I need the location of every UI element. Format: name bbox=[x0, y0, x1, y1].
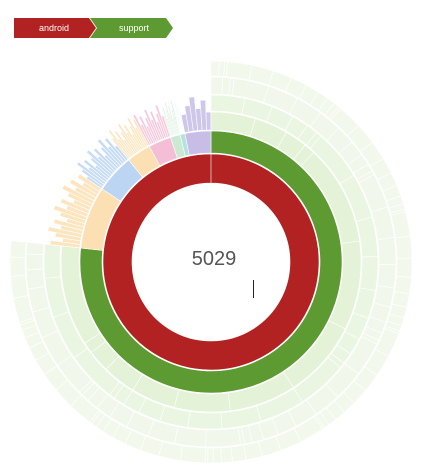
android-arc[interactable] bbox=[102, 153, 320, 371]
support-descendant-arc[interactable] bbox=[25, 268, 46, 290]
support-descendant-arc[interactable] bbox=[9, 240, 27, 258]
support-descendant-arc[interactable] bbox=[243, 441, 263, 461]
android-grandchild-arc[interactable] bbox=[132, 118, 150, 147]
android-grandchild-arc[interactable] bbox=[160, 115, 171, 138]
support-descendant-arc[interactable] bbox=[230, 444, 247, 463]
breadcrumb-trail bbox=[14, 18, 173, 38]
support-descendant-arc[interactable] bbox=[220, 446, 233, 464]
support-descendant-arc[interactable] bbox=[210, 60, 220, 77]
support-descendant-arc[interactable] bbox=[187, 411, 223, 430]
android-child-arc[interactable] bbox=[170, 134, 186, 159]
support-descendant-arc[interactable] bbox=[10, 274, 29, 299]
breadcrumb-support-shape[interactable] bbox=[90, 18, 173, 38]
breadcrumb: android support bbox=[14, 18, 184, 39]
support-descendant-arc[interactable] bbox=[179, 445, 206, 464]
android-grandchild-arc[interactable] bbox=[170, 100, 181, 135]
android-grandchild-arc[interactable] bbox=[114, 144, 129, 162]
support-descendant-arc[interactable] bbox=[60, 245, 101, 344]
android-child-arc[interactable] bbox=[148, 137, 178, 167]
support-descendant-arc[interactable] bbox=[43, 243, 62, 279]
support-descendant-arc[interactable] bbox=[207, 447, 214, 464]
support-descendant-arc[interactable] bbox=[210, 76, 224, 95]
breadcrumb-android-shape[interactable] bbox=[14, 18, 96, 38]
support-descendant-arc[interactable] bbox=[210, 94, 246, 115]
support-descendant-arc[interactable] bbox=[25, 241, 45, 256]
android-child-arc[interactable] bbox=[80, 188, 121, 251]
android-child-arc[interactable] bbox=[101, 159, 144, 202]
support-descendant-arc[interactable] bbox=[174, 426, 207, 448]
text-cursor bbox=[253, 280, 254, 298]
center-total-value: 5029 bbox=[191, 248, 237, 270]
android-grandchild-arc[interactable] bbox=[77, 173, 102, 192]
support-descendant-arc[interactable] bbox=[225, 61, 253, 81]
breadcrumb-item-support[interactable]: support bbox=[118, 23, 150, 33]
android-child-arc[interactable] bbox=[179, 133, 190, 157]
android-grandchild-arc[interactable] bbox=[205, 111, 212, 131]
support-descendant-arc[interactable] bbox=[27, 286, 50, 313]
support-descendant-arc[interactable] bbox=[212, 447, 222, 464]
support-descendant-arc[interactable] bbox=[394, 275, 412, 295]
android-grandchild-arc[interactable] bbox=[178, 106, 185, 134]
support-arc[interactable] bbox=[79, 130, 343, 394]
support-descendant-arc[interactable] bbox=[173, 389, 231, 413]
android-child-arc[interactable] bbox=[184, 130, 212, 156]
support-descendant-arc[interactable] bbox=[205, 427, 242, 448]
breadcrumb-item-android[interactable]: android bbox=[38, 23, 70, 33]
